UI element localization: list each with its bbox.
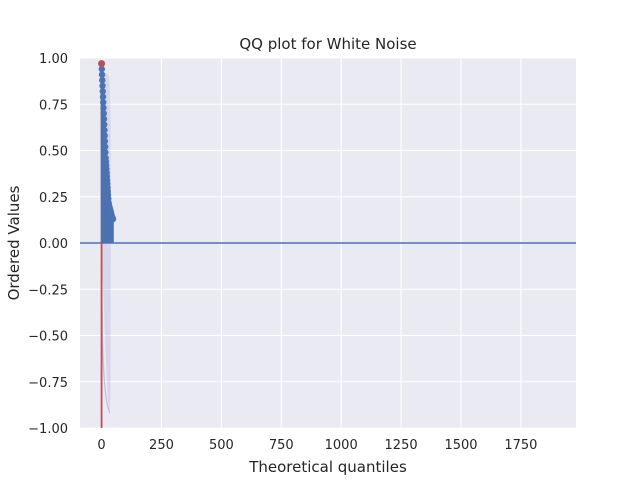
data-point [98, 65, 106, 73]
y-tick-label: −1.00 [28, 422, 68, 437]
x-tick-label: 1000 [325, 438, 358, 453]
y-tick-label: 1.00 [39, 52, 68, 67]
data-point [101, 121, 108, 128]
data-point [100, 115, 108, 123]
x-tick-label: 500 [209, 438, 234, 453]
y-tick-label: 0.50 [39, 145, 68, 160]
x-tick-label: 1750 [504, 438, 537, 453]
data-point [99, 82, 106, 89]
data-point [99, 77, 106, 84]
x-tick-label: 250 [149, 438, 174, 453]
x-tick-label: 1250 [385, 438, 418, 453]
y-tick-label: 0.75 [39, 98, 68, 113]
data-point [101, 138, 109, 145]
x-tick-label: 0 [97, 438, 105, 453]
y-tick-label: −0.25 [28, 283, 68, 298]
data-points [97, 59, 117, 243]
data-point [101, 132, 108, 139]
data-point [100, 99, 107, 106]
top-marker [97, 59, 106, 68]
data-point [101, 126, 108, 134]
data-point [99, 88, 106, 95]
y-tick-label: −0.50 [28, 330, 68, 345]
y-tick-label: 0.25 [39, 191, 68, 206]
data-point [99, 93, 107, 101]
data-point [100, 104, 107, 112]
data-point [109, 215, 117, 223]
grid [80, 57, 576, 429]
data-point [98, 71, 106, 78]
x-tick-label: 750 [269, 438, 294, 453]
y-tick-labels: −1.00 −0.75 −0.50 −0.25 0.00 0.25 0.50 0.75 1.00 [28, 52, 68, 437]
y-axis-label: Ordered Values [5, 185, 23, 300]
y-tick-label: 0.00 [39, 237, 68, 252]
data-point [101, 143, 109, 150]
y-tick-label: −0.75 [28, 376, 68, 391]
chart-title: QQ plot for White Noise [239, 35, 416, 53]
x-axis-label: Theoretical quantiles [248, 458, 407, 476]
x-tick-label: 1500 [444, 438, 477, 453]
data-point [100, 110, 107, 117]
data-point [102, 149, 109, 156]
x-tick-labels: 0 250 500 750 1000 1250 1500 1750 [97, 438, 537, 453]
